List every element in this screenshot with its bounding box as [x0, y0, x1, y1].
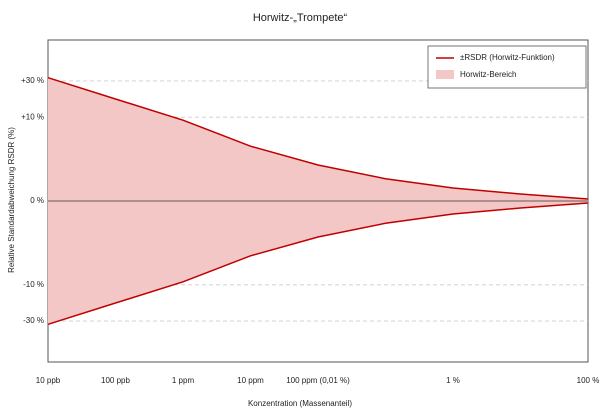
chart-title: Horwitz-„Trompete“	[253, 12, 348, 24]
legend-box	[427, 45, 587, 89]
y-axis-label: Relative Standardabweichung RSDR (%)	[7, 127, 16, 273]
x-tick-label: 1 %	[446, 376, 460, 385]
upper-line	[47, 77, 589, 200]
y-tick-label: +10 %	[21, 112, 44, 121]
legend-area-swatch	[436, 70, 454, 79]
y-tick-label: -30 %	[23, 316, 44, 325]
legend-label: ±RSDR (Horwitz-Funktion)	[460, 53, 555, 62]
y-tick-label: 0 %	[30, 196, 44, 205]
legend-label: Horwitz-Bereich	[460, 70, 516, 79]
y-tick-label: -10 %	[23, 280, 44, 289]
x-tick-label: 100 %	[577, 376, 600, 385]
x-tick-label: 10 ppb	[36, 376, 61, 385]
x-axis-label: Konzentration (Massenanteil)	[248, 399, 352, 408]
x-tick-label: 100 ppm (0,01 %)	[286, 376, 350, 385]
x-tick-label: 1 ppm	[172, 376, 195, 385]
x-tick-label: 100 ppb	[101, 376, 130, 385]
x-tick-label: 10 ppm	[237, 376, 264, 385]
lower-line	[47, 202, 589, 325]
y-tick-label: +30 %	[21, 76, 44, 85]
